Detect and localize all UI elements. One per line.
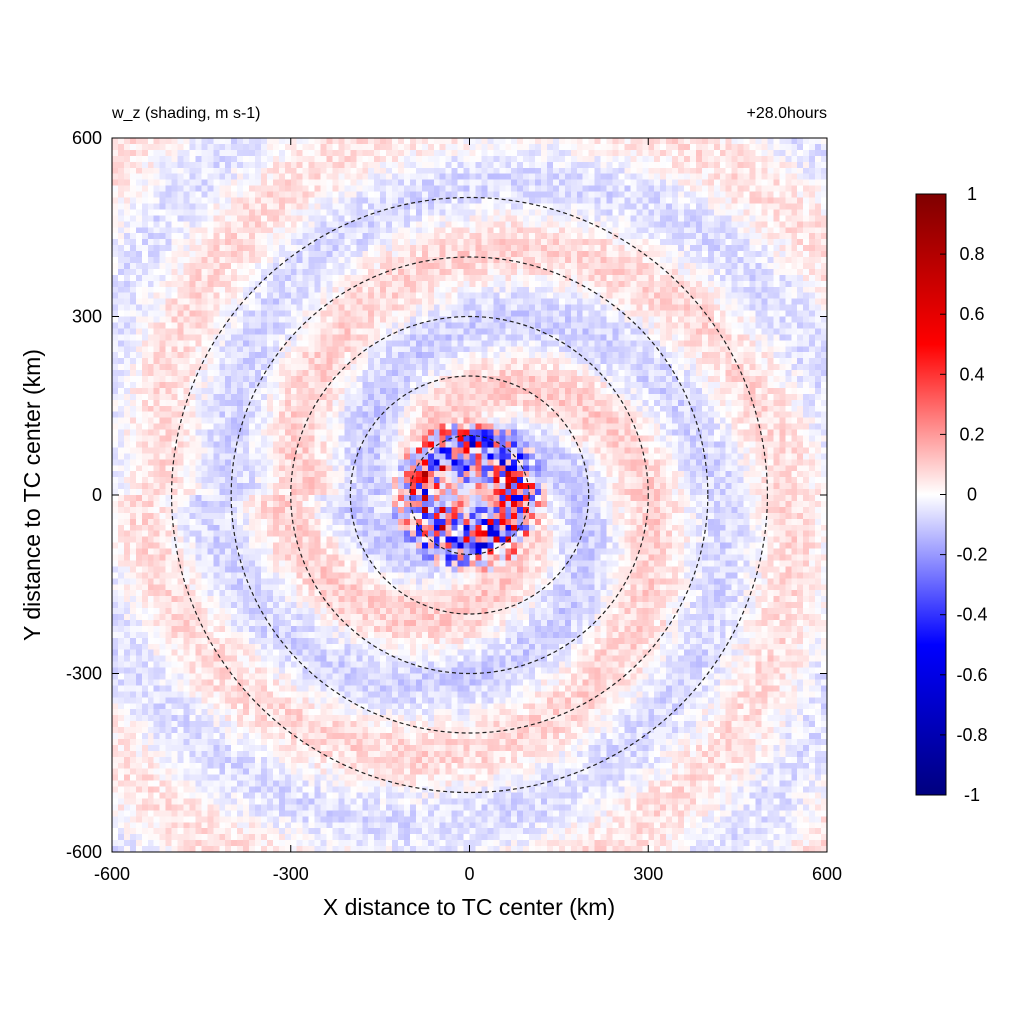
heatmap-image	[112, 138, 827, 852]
y-axis: -600 -300 0 300 600	[66, 128, 827, 862]
range-ring-300	[290, 315, 649, 675]
x-axis: -600 -300 0 300 600	[94, 138, 842, 884]
colorbar-tick-label: 0.8	[959, 244, 984, 264]
y-tick-label: -300	[66, 664, 102, 684]
colorbar-tick-label: -0.2	[956, 545, 987, 565]
heatmap-field	[112, 138, 827, 852]
range-ring-500	[170, 196, 769, 794]
colorbar-tick-label: -1	[964, 785, 980, 805]
colorbar-tick-label: 1	[967, 184, 977, 204]
colorbar-ticks: 1 0.8 0.6 0.4 0.2 0 -0.2 -0.4 -0.6 -0.8 -1	[940, 184, 988, 805]
x-tick-label: -300	[273, 864, 309, 884]
range-ring-100	[409, 434, 530, 556]
chart-title-right: +28.0hours	[746, 105, 827, 122]
chart-title-left: w_z (shading, m s-1)	[111, 105, 261, 122]
x-tick-label: 300	[633, 864, 663, 884]
y-tick-label: 300	[72, 307, 102, 327]
colorbar-tick-label: 0	[967, 485, 977, 505]
y-tick-label: -600	[66, 842, 102, 862]
y-axis-label: Y distance to TC center (km)	[19, 349, 45, 641]
colorbar-tick-label: 0.6	[959, 304, 984, 324]
y-tick-label: 600	[72, 128, 102, 148]
colorbar-tick-label: -0.8	[956, 725, 987, 745]
colorbar-tick-label: 0.2	[959, 424, 984, 444]
x-tick-label: 600	[812, 864, 842, 884]
range-ring-200	[349, 375, 590, 615]
y-tick-label: 0	[92, 485, 102, 505]
x-tick-label: -600	[94, 864, 130, 884]
colorbar-tick-label: -0.4	[956, 605, 987, 625]
colorbar-tick-label: 0.4	[959, 364, 984, 384]
colorbar-tick-label: -0.6	[956, 665, 987, 685]
x-axis-label: X distance to TC center (km)	[323, 894, 615, 920]
x-tick-label: 0	[464, 864, 474, 884]
range-ring-400	[230, 256, 709, 734]
range-rings	[170, 196, 769, 794]
